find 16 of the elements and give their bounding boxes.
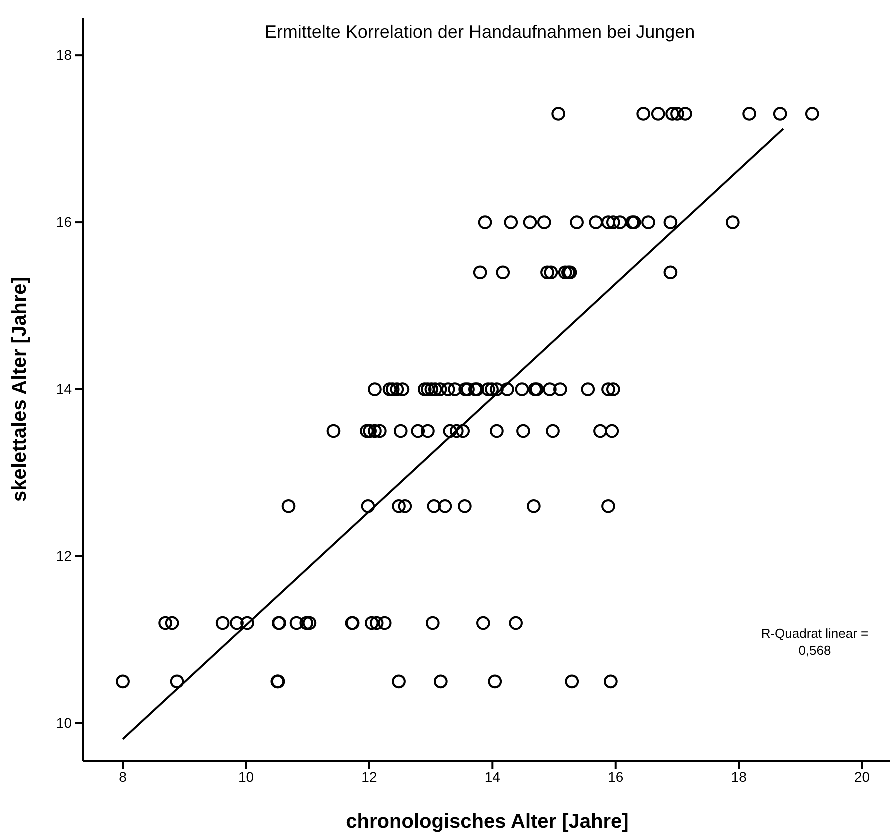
y-tick-label: 14 (56, 380, 72, 397)
x-tick-label: 10 (238, 768, 254, 785)
y-axis-title: skelettales Alter [Jahre] (9, 277, 31, 502)
x-tick-label: 8 (119, 768, 128, 785)
y-tick-label: 16 (56, 214, 72, 230)
annotation: R-Quadrat linear = 0,568 (761, 626, 869, 658)
x-tick-label: 18 (731, 768, 748, 785)
x-tick-label: 20 (854, 768, 870, 785)
x-tick-label: 16 (608, 768, 624, 785)
x-axis-title: chronologisches Alter [Jahre] (346, 811, 629, 833)
x-tick-label: 12 (362, 768, 378, 785)
y-tick-label: 12 (56, 548, 72, 564)
chart-title: Ermittelte Korrelation der Handaufnahmen bei Jungen (264, 22, 696, 42)
y-tick-label: 18 (56, 47, 72, 64)
y-tick-label: 10 (56, 714, 72, 731)
x-tick-label: 14 (484, 768, 501, 785)
